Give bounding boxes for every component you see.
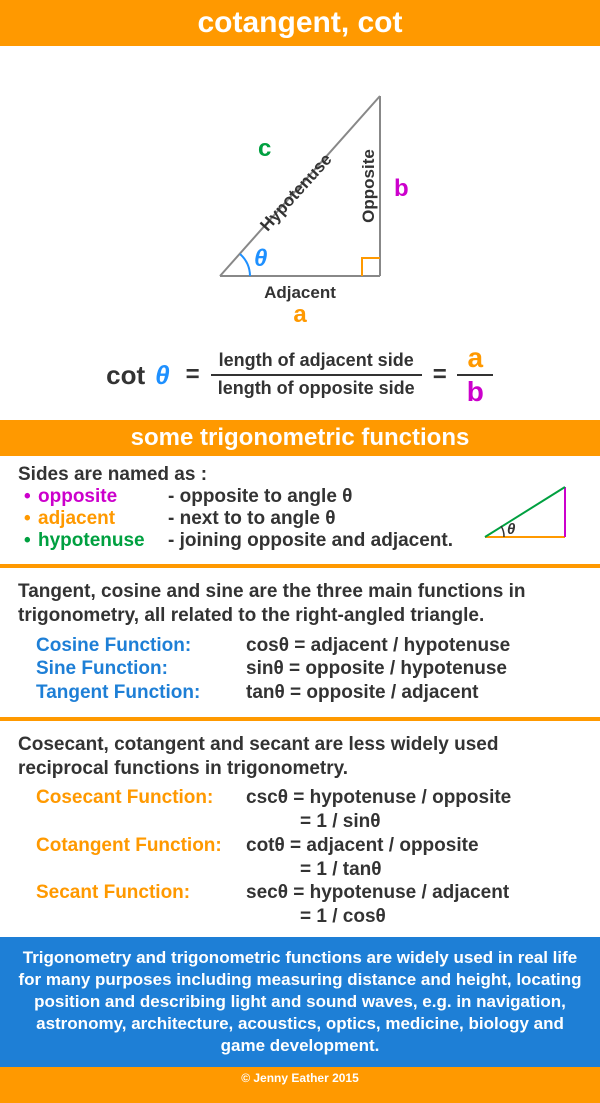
func-expr: cosθ = adjacent / hypotenuse — [246, 634, 510, 658]
recip-funcs-table: Cosecant Function: cscθ = hypotenuse / o… — [36, 786, 582, 929]
title-bar: cotangent, cot — [0, 0, 600, 46]
func-row: = 1 / sinθ — [36, 810, 582, 834]
bullet-icon: • — [24, 530, 38, 552]
func-row: Cosine Function: cosθ = adjacent / hypot… — [36, 634, 582, 658]
label-c: c — [258, 135, 271, 162]
formula-fraction: length of adjacent side length of opposi… — [210, 350, 423, 399]
label-opposite: Opposite — [359, 149, 378, 223]
func-row: Tangent Function: tanθ = opposite / adja… — [36, 681, 582, 705]
formula-b: b — [457, 376, 494, 406]
func-label: Tangent Function: — [36, 681, 246, 705]
section-title: some trigonometric functions — [131, 424, 470, 451]
func-label: Cosecant Function: — [36, 786, 246, 810]
func-row: Secant Function: secθ = hypotenuse / adj… — [36, 881, 582, 905]
label-adjacent: Adjacent — [264, 283, 336, 302]
sides-term: adjacent — [38, 508, 168, 530]
theta-label: θ — [254, 245, 267, 272]
func-label: Secant Function: — [36, 881, 246, 905]
func-row: = 1 / cosθ — [36, 905, 582, 929]
mini-triangle-icon: θ — [480, 482, 570, 542]
bullet-icon: • — [24, 508, 38, 530]
footer-bar: © Jenny Eather 2015 — [0, 1067, 600, 1103]
formula-ab: a b — [457, 344, 494, 406]
func-expr: cotθ = adjacent / opposite — [246, 834, 479, 858]
func-row: Sine Function: sinθ = opposite / hypoten… — [36, 657, 582, 681]
mini-theta: θ — [507, 521, 516, 538]
formula-a: a — [457, 344, 493, 376]
triangle-svg: θ c Hypotenuse Opposite b Adjacent a — [150, 66, 450, 326]
func-label: Cotangent Function: — [36, 834, 246, 858]
formula-den: length of opposite side — [210, 376, 423, 400]
main-funcs-intro: Tangent, cosine and sine are the three m… — [18, 580, 582, 628]
func-row: = 1 / tanθ — [36, 858, 582, 882]
func-label-blank — [36, 810, 246, 834]
copyright: © Jenny Eather 2015 — [241, 1071, 359, 1085]
func-label-blank — [36, 858, 246, 882]
sides-term: opposite — [38, 486, 168, 508]
formula-row: cot θ = length of adjacent side length o… — [0, 336, 600, 420]
main-funcs-block: Tangent, cosine and sine are the three m… — [0, 572, 600, 713]
func-expr: tanθ = opposite / adjacent — [246, 681, 479, 705]
section-bar: some trigonometric functions — [0, 420, 600, 456]
page-title: cotangent, cot — [197, 6, 402, 39]
func-row: Cosecant Function: cscθ = hypotenuse / o… — [36, 786, 582, 810]
formula-theta: θ — [155, 360, 170, 391]
recip-funcs-intro: Cosecant, cotangent and secant are less … — [18, 733, 582, 781]
recip-funcs-block: Cosecant, cotangent and secant are less … — [0, 725, 600, 937]
divider — [0, 717, 600, 721]
triangle-diagram: θ c Hypotenuse Opposite b Adjacent a — [0, 46, 600, 336]
sides-term: hypotenuse — [38, 530, 168, 552]
label-b: b — [394, 175, 409, 202]
func-expr: = 1 / sinθ — [300, 810, 381, 834]
applications-box: Trigonometry and trigonometric functions… — [0, 937, 600, 1067]
sides-desc: - opposite to angle θ — [168, 486, 352, 508]
func-label-blank — [36, 905, 246, 929]
formula-eq2: = — [433, 361, 447, 389]
sides-block: Sides are named as : • opposite - opposi… — [0, 456, 600, 560]
label-a: a — [293, 301, 307, 326]
func-expr: = 1 / tanθ — [300, 858, 382, 882]
formula-num: length of adjacent side — [211, 350, 422, 376]
func-label: Cosine Function: — [36, 634, 246, 658]
func-expr: sinθ = opposite / hypotenuse — [246, 657, 507, 681]
func-expr: cscθ = hypotenuse / opposite — [246, 786, 511, 810]
func-expr: = 1 / cosθ — [300, 905, 386, 929]
func-expr: secθ = hypotenuse / adjacent — [246, 881, 509, 905]
sides-desc: - next to to angle θ — [168, 508, 336, 530]
divider — [0, 564, 600, 568]
applications-text: Trigonometry and trigonometric functions… — [19, 948, 582, 1055]
sides-desc: - joining opposite and adjacent. — [168, 530, 453, 552]
main-funcs-table: Cosine Function: cosθ = adjacent / hypot… — [36, 634, 582, 705]
func-label: Sine Function: — [36, 657, 246, 681]
formula-eq1: = — [186, 361, 200, 389]
formula-lhs: cot — [106, 360, 145, 391]
bullet-icon: • — [24, 486, 38, 508]
label-hypotenuse: Hypotenuse — [256, 150, 335, 235]
func-row: Cotangent Function: cotθ = adjacent / op… — [36, 834, 582, 858]
